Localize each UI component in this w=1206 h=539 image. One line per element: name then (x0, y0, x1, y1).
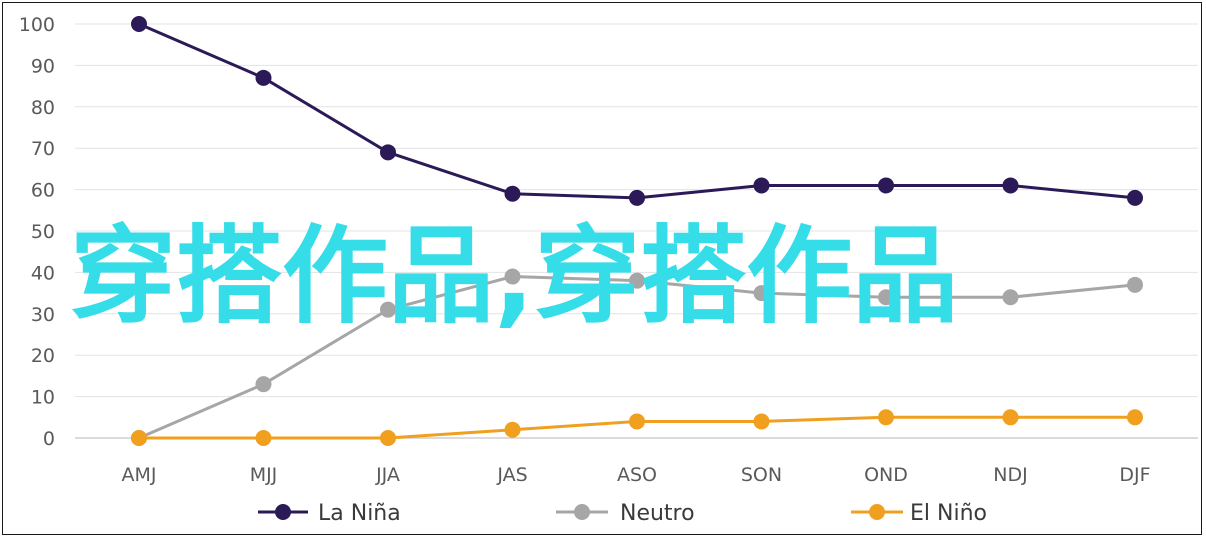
x-axis-tick-labels: AMJ MJJ JJA JAS ASO SON OND NDJ DJF (122, 464, 1151, 486)
data-point (255, 430, 272, 446)
y-tick-label: 60 (31, 180, 55, 202)
y-tick-label: 20 (31, 345, 55, 367)
x-tick-label: MJJ (250, 464, 278, 486)
data-point (255, 69, 272, 86)
data-point (380, 301, 396, 318)
data-point (1127, 189, 1143, 206)
data-point (878, 289, 894, 306)
legend-item: Neutro (556, 501, 695, 526)
data-point (380, 144, 396, 161)
legend-label: Neutro (620, 501, 695, 526)
data-point (878, 409, 894, 426)
data-point (629, 189, 645, 206)
x-tick-label: ASO (617, 464, 657, 486)
x-tick-label: NDJ (993, 464, 1027, 486)
data-point (1002, 177, 1019, 194)
data-point (504, 421, 521, 438)
y-tick-label: 80 (31, 97, 55, 119)
data-point (1002, 409, 1019, 426)
legend-swatch-marker (275, 504, 291, 520)
data-point (629, 413, 645, 430)
data-point (753, 413, 770, 430)
legend-item: La Niña (258, 501, 401, 526)
legend-swatch-marker (574, 504, 590, 520)
x-tick-label: SON (741, 464, 782, 486)
data-point (753, 285, 770, 302)
y-tick-label: 90 (31, 55, 55, 77)
x-tick-label: OND (864, 464, 908, 486)
series-line (138, 22, 1136, 200)
data-point (1002, 289, 1019, 306)
data-point (878, 177, 894, 194)
y-tick-label: 0 (43, 428, 55, 450)
x-tick-label: JJA (375, 464, 400, 486)
y-tick-label: 70 (31, 138, 55, 160)
data-point (504, 268, 521, 285)
y-tick-label: 100 (19, 14, 55, 36)
series-2 (131, 409, 1143, 446)
x-tick-label: DJF (1119, 464, 1150, 486)
data-point (255, 376, 272, 393)
legend: La Niña Neutro El Niño (258, 501, 987, 526)
x-tick-label: AMJ (122, 464, 157, 486)
data-point (629, 272, 645, 289)
data-point (380, 430, 396, 446)
y-tick-label: 50 (31, 221, 55, 243)
data-point (504, 185, 521, 202)
legend-swatch-marker (869, 504, 885, 520)
x-tick-label: JAS (496, 464, 527, 486)
data-point (753, 177, 770, 194)
legend-item: El Niño (851, 501, 987, 526)
series-0 (131, 16, 1143, 206)
data-point (1127, 276, 1143, 293)
series-lines (131, 16, 1143, 446)
data-point (1127, 409, 1143, 426)
y-axis-tick-labels: 0 10 20 30 40 50 60 70 80 90 100 (19, 14, 55, 450)
gridlines (75, 23, 1198, 439)
y-tick-label: 40 (31, 262, 55, 284)
y-tick-label: 10 (31, 387, 55, 409)
data-point (131, 16, 147, 32)
data-point (131, 430, 147, 446)
y-tick-label: 30 (31, 304, 55, 326)
legend-label: La Niña (318, 501, 401, 526)
legend-label: El Niño (910, 501, 987, 526)
